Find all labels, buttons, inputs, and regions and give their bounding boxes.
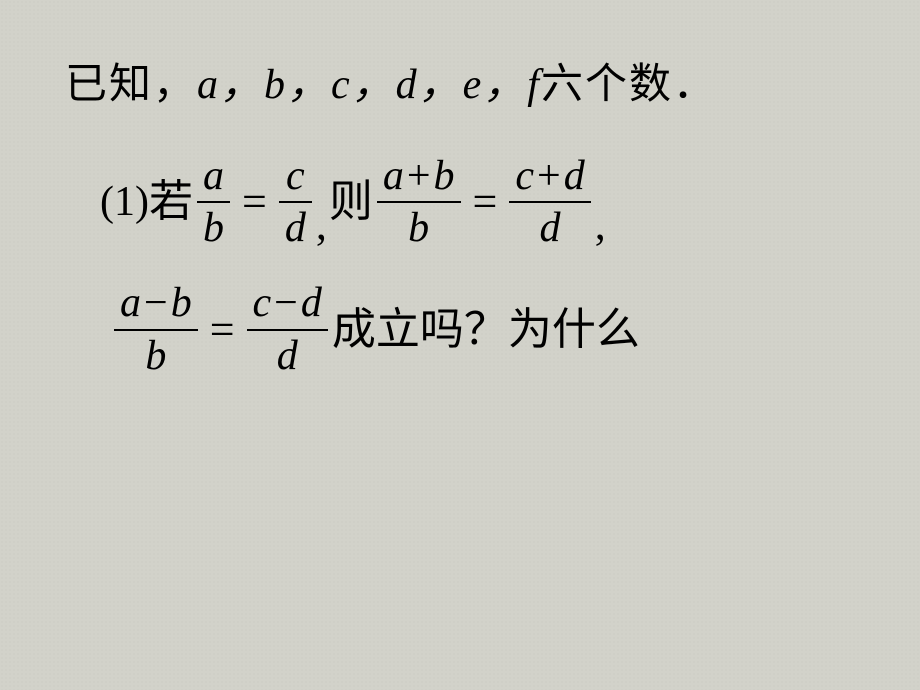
fraction-a-over-b: a b [197, 151, 230, 253]
header-prefix: 已知， [65, 62, 197, 108]
fraction-aminusb-over-b: a−b b [114, 278, 198, 380]
fraction-c-over-d: c d [279, 151, 312, 253]
frac6-num: c−d [247, 278, 328, 328]
header-line: 已知，a，b，c，d，e，f六个数． [65, 50, 870, 111]
frac2-num: c [280, 151, 311, 201]
frac4-num: c+d [509, 151, 590, 201]
frac1-den: b [197, 203, 230, 253]
frac3-den: b [402, 203, 435, 253]
comma-2: , [595, 203, 606, 247]
equals-3: = [210, 308, 235, 352]
frac5-den: b [139, 331, 172, 381]
header-vars: a，b，c，d，e，f [197, 62, 541, 108]
frac4-den: d [534, 203, 567, 253]
paren-close: ) [135, 181, 149, 223]
frac3-num: a+b [377, 151, 461, 201]
then-text: 则 [329, 180, 373, 224]
tail-text: 成立吗？为什么 [332, 308, 640, 352]
frac5-num: a−b [114, 278, 198, 328]
fraction-cminusd-over-d: c−d d [247, 278, 328, 380]
paren-open: ( [100, 181, 114, 223]
fraction-cplusd-over-d: c+d d [509, 151, 590, 253]
if-text: 若 [149, 180, 193, 224]
frac1-num: a [197, 151, 230, 201]
slide-content: 已知，a，b，c，d，e，f六个数． (1) 若 a b = c d , 则 a… [0, 0, 920, 381]
comma-1: , [316, 203, 327, 247]
problem-number: 1 [114, 181, 135, 223]
frac6-den: d [271, 331, 304, 381]
fraction-aplusb-over-b: a+b b [377, 151, 461, 253]
equals-1: = [242, 180, 267, 224]
header-suffix: 六个数． [541, 62, 717, 108]
frac2-den: d [279, 203, 312, 253]
equals-2: = [473, 180, 498, 224]
math-line-2: a−b b = c−d d 成立吗？为什么 [65, 278, 870, 380]
math-line-1: (1) 若 a b = c d , 则 a+b b = c+d d , [65, 151, 870, 253]
